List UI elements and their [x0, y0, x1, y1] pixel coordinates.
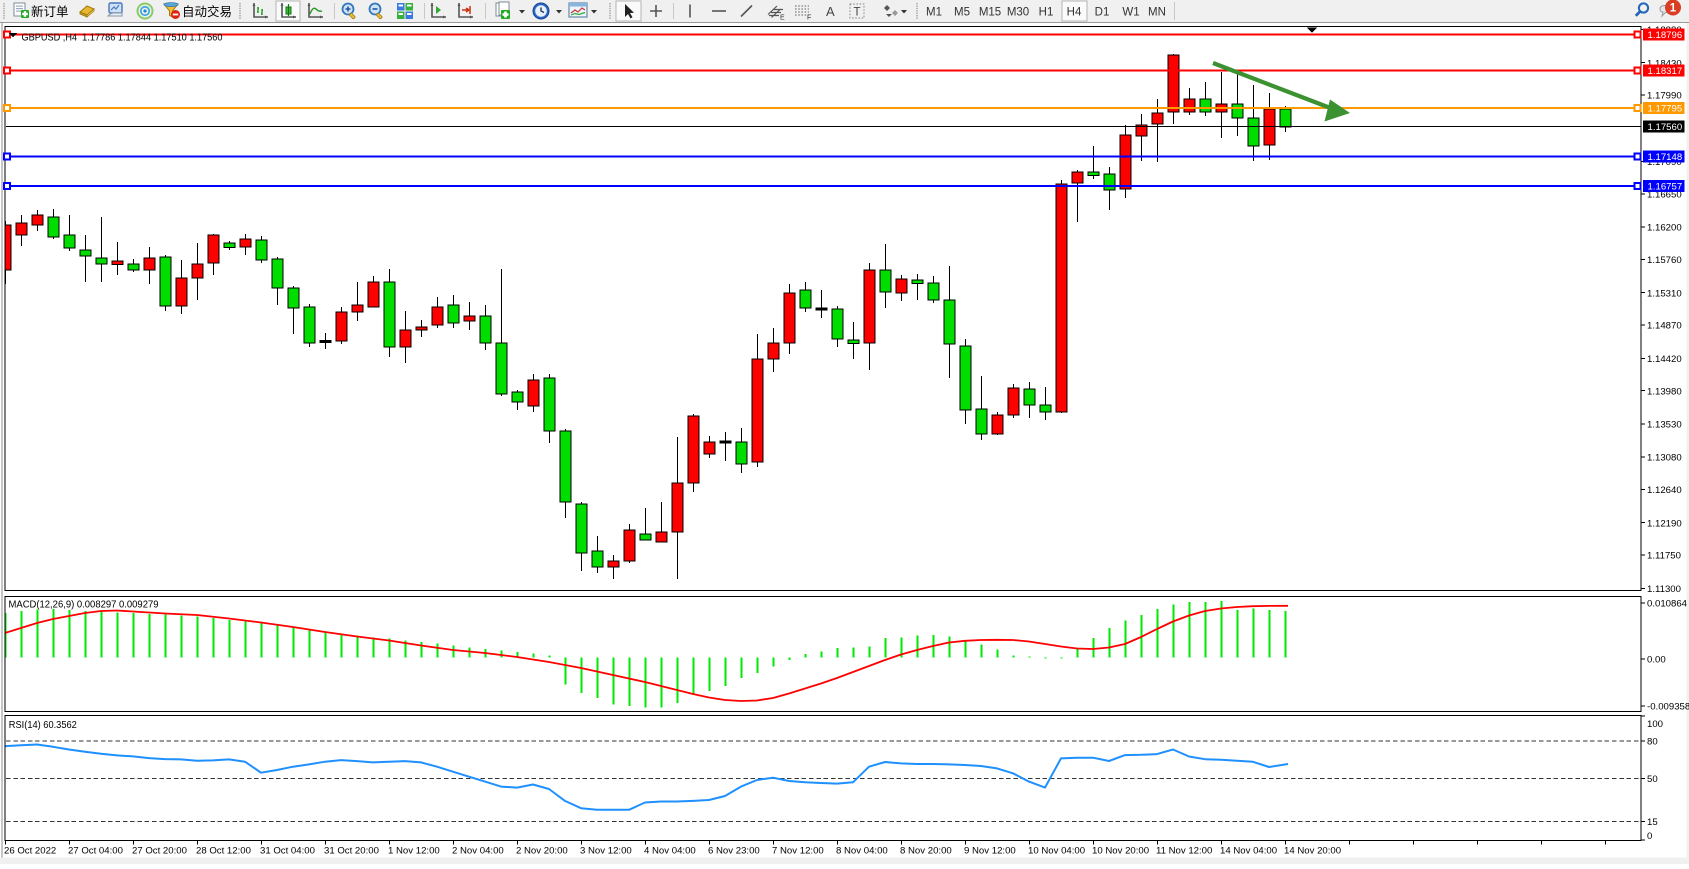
svg-text:8 Nov 20:00: 8 Nov 20:00: [900, 846, 952, 857]
svg-text:1.14870: 1.14870: [1647, 321, 1682, 332]
svg-text:M30: M30: [1007, 7, 1029, 19]
svg-text:1.13080: 1.13080: [1647, 453, 1682, 464]
svg-text:1.13980: 1.13980: [1647, 386, 1682, 397]
svg-text:1.13530: 1.13530: [1647, 420, 1682, 431]
svg-text:15: 15: [1647, 817, 1658, 828]
svg-text:W1: W1: [1122, 7, 1139, 19]
svg-text:31 Oct 04:00: 31 Oct 04:00: [260, 846, 315, 857]
svg-text:1.11750: 1.11750: [1647, 551, 1681, 562]
svg-text:1.15310: 1.15310: [1647, 288, 1682, 299]
svg-text:0.00: 0.00: [1647, 655, 1666, 666]
svg-text:1.16757: 1.16757: [1648, 182, 1683, 193]
svg-text:10 Nov 04:00: 10 Nov 04:00: [1028, 846, 1085, 857]
svg-text:1.17990: 1.17990: [1647, 91, 1682, 102]
svg-text:1.16200: 1.16200: [1647, 223, 1682, 234]
svg-text:50: 50: [1647, 774, 1658, 785]
svg-text:26 Oct 2022: 26 Oct 2022: [4, 846, 56, 857]
svg-text:GBPUSD ,H4 1.17786 1.17844 1.: GBPUSD ,H4 1.17786 1.17844 1.17510 1.175…: [22, 32, 223, 43]
svg-text:4 Nov 04:00: 4 Nov 04:00: [644, 846, 696, 857]
svg-text:1.15760: 1.15760: [1647, 255, 1682, 266]
svg-text:0.010864: 0.010864: [1647, 599, 1688, 610]
svg-text:28 Oct 12:00: 28 Oct 12:00: [196, 846, 251, 857]
svg-text:10 Nov 20:00: 10 Nov 20:00: [1092, 846, 1149, 857]
svg-text:RSI(14) 60.3562: RSI(14) 60.3562: [9, 720, 77, 731]
svg-text:1.12640: 1.12640: [1647, 485, 1682, 496]
svg-text:80: 80: [1647, 737, 1658, 748]
svg-text:M15: M15: [979, 7, 1001, 19]
svg-text:MN: MN: [1148, 7, 1166, 19]
svg-text:新订单: 新订单: [31, 4, 69, 19]
svg-text:D1: D1: [1095, 7, 1110, 19]
svg-text:-0.009358: -0.009358: [1647, 702, 1689, 713]
svg-text:1.17795: 1.17795: [1648, 104, 1683, 115]
svg-text:1.18796: 1.18796: [1648, 30, 1683, 41]
svg-text:F: F: [807, 15, 811, 22]
svg-text:8 Nov 04:00: 8 Nov 04:00: [836, 846, 888, 857]
svg-text:E: E: [780, 15, 785, 22]
svg-text:9 Nov 12:00: 9 Nov 12:00: [964, 846, 1016, 857]
svg-text:2 Nov 20:00: 2 Nov 20:00: [516, 846, 568, 857]
svg-text:1.11300: 1.11300: [1647, 584, 1681, 595]
svg-text:0: 0: [1647, 831, 1652, 842]
svg-text:1: 1: [1670, 3, 1677, 15]
svg-text:MACD(12,26,9) 0.008297 0.00927: MACD(12,26,9) 0.008297 0.009279: [9, 600, 159, 611]
svg-text:3 Nov 12:00: 3 Nov 12:00: [580, 846, 632, 857]
svg-text:M1: M1: [926, 7, 942, 19]
svg-text:1.18317: 1.18317: [1648, 66, 1683, 77]
svg-text:31 Oct 20:00: 31 Oct 20:00: [324, 846, 379, 857]
svg-text:2 Nov 04:00: 2 Nov 04:00: [452, 846, 504, 857]
svg-text:自动交易: 自动交易: [182, 4, 232, 19]
svg-text:A: A: [826, 4, 835, 19]
svg-text:M5: M5: [954, 7, 970, 19]
svg-text:1.14420: 1.14420: [1647, 354, 1682, 365]
svg-text:1.17560: 1.17560: [1648, 122, 1683, 133]
svg-text:100: 100: [1647, 719, 1663, 730]
svg-text:7 Nov 12:00: 7 Nov 12:00: [772, 846, 824, 857]
svg-text:H1: H1: [1039, 7, 1054, 19]
svg-text:27 Oct 04:00: 27 Oct 04:00: [68, 846, 123, 857]
svg-text:1.17148: 1.17148: [1648, 152, 1683, 163]
svg-text:6 Nov 23:00: 6 Nov 23:00: [708, 846, 760, 857]
svg-text:1 Nov 12:00: 1 Nov 12:00: [388, 846, 440, 857]
svg-text:H4: H4: [1067, 7, 1082, 19]
svg-text:14 Nov 20:00: 14 Nov 20:00: [1284, 846, 1341, 857]
svg-text:27 Oct 20:00: 27 Oct 20:00: [132, 846, 187, 857]
svg-text:T: T: [854, 7, 861, 19]
svg-text:11 Nov 12:00: 11 Nov 12:00: [1156, 846, 1212, 857]
svg-text:1.12190: 1.12190: [1647, 518, 1682, 529]
svg-text:14 Nov 04:00: 14 Nov 04:00: [1220, 846, 1277, 857]
